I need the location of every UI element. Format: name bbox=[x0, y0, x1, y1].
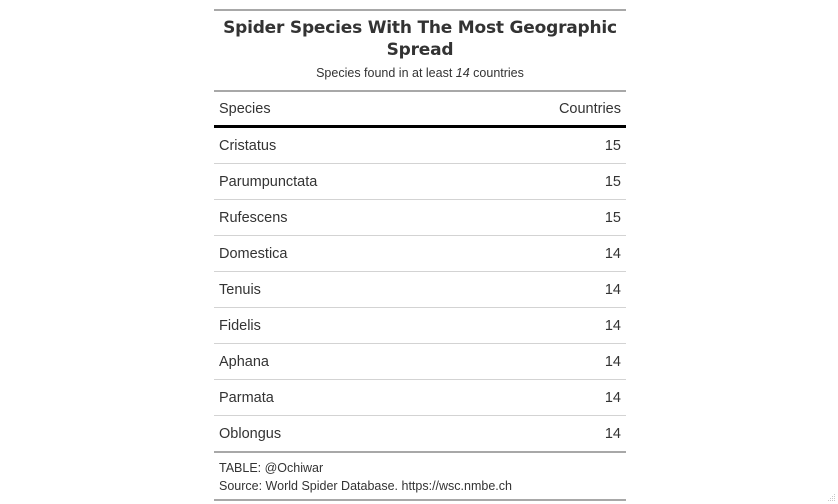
header-top-rule bbox=[214, 90, 626, 92]
countries-cell: 14 bbox=[461, 307, 626, 344]
data-table: Species Countries Cristatus 15 Parumpuncta… bbox=[214, 92, 626, 453]
species-cell: Parumpunctata bbox=[214, 163, 462, 200]
column-header-countries: Countries bbox=[461, 92, 626, 128]
header-row: Species Countries bbox=[214, 92, 626, 128]
table-subtitle: Species found in at least 14 countries bbox=[214, 65, 626, 81]
countries-cell: 15 bbox=[461, 163, 626, 200]
top-rule bbox=[214, 9, 626, 11]
species-cell: Parmata bbox=[214, 379, 462, 416]
table-title: Spider Species With The Most Geographic … bbox=[223, 18, 617, 60]
countries-cell: 14 bbox=[461, 271, 626, 308]
subtitle-suffix: countries bbox=[469, 66, 524, 80]
species-cell: Aphana bbox=[214, 343, 462, 380]
species-cell: Domestica bbox=[214, 235, 462, 272]
subtitle-highlight: 14 bbox=[455, 66, 470, 80]
column-header-species: Species bbox=[214, 92, 462, 128]
species-cell: Tenuis bbox=[214, 271, 462, 308]
countries-cell: 14 bbox=[461, 379, 626, 416]
resize-grip-icon bbox=[828, 494, 835, 501]
subtitle-prefix: Species found in at least bbox=[316, 66, 456, 80]
species-cell: Rufescens bbox=[214, 199, 462, 236]
table-header: Species Countries bbox=[214, 92, 626, 128]
table-row: Parumpunctata 15 bbox=[214, 163, 626, 200]
species-cell: Fidelis bbox=[214, 307, 462, 344]
species-cell: Oblongus bbox=[214, 415, 462, 453]
countries-cell: 14 bbox=[461, 235, 626, 272]
footer-credit: TABLE: @Ochiwar bbox=[219, 461, 324, 475]
table-row: Aphana 14 bbox=[214, 343, 626, 380]
countries-cell: 14 bbox=[461, 343, 626, 380]
table-row: Cristatus 15 bbox=[214, 126, 626, 164]
table-footer: TABLE: @Ochiwar Source: World Spider Dat… bbox=[214, 453, 626, 501]
footer-source: Source: World Spider Database. https://w… bbox=[219, 479, 512, 493]
table-row: Domestica 14 bbox=[214, 235, 626, 272]
countries-cell: 15 bbox=[461, 126, 626, 164]
table-row: Parmata 14 bbox=[214, 379, 626, 416]
countries-cell: 15 bbox=[461, 199, 626, 236]
table-row: Tenuis 14 bbox=[214, 271, 626, 308]
gt-table: Spider Species With The Most Geographic … bbox=[214, 9, 626, 501]
table-row: Oblongus 14 bbox=[214, 415, 626, 453]
table-body: Cristatus 15 Parumpunctata 15 Rufescens 15 Dom… bbox=[214, 126, 626, 453]
table-row: Fidelis 14 bbox=[214, 307, 626, 344]
table-row: Rufescens 15 bbox=[214, 199, 626, 236]
species-cell: Cristatus bbox=[214, 126, 462, 164]
countries-cell: 14 bbox=[461, 415, 626, 453]
